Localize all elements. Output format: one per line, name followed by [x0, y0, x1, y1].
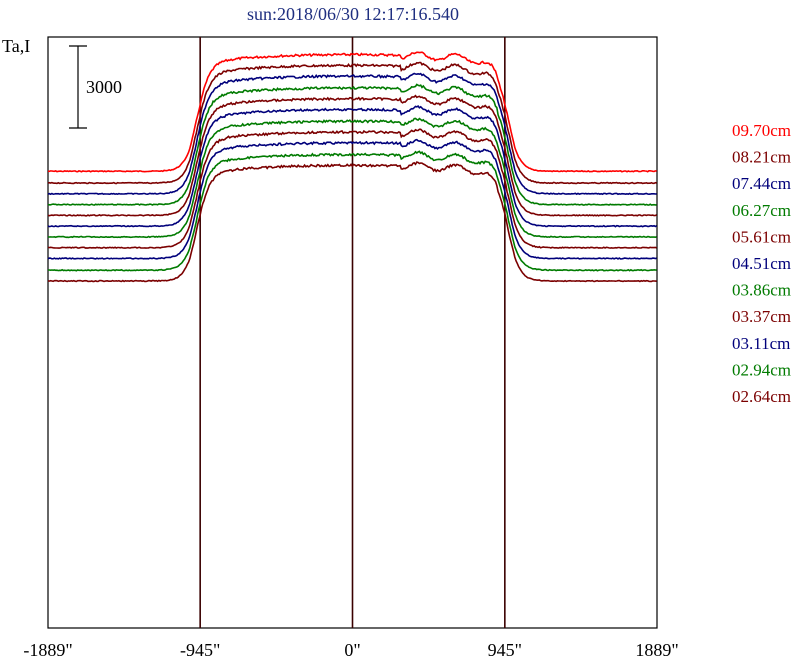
x-tick-label-1: -945"	[180, 640, 220, 660]
x-tick-label-2: 0"	[344, 640, 360, 660]
series-line-06.27cm	[47, 83, 657, 206]
legend-entry-05.61cm: 05.61cm	[732, 227, 791, 246]
series-line-03.37cm	[47, 128, 657, 249]
scale-bar-label: 3000	[86, 77, 122, 97]
series-line-03.11cm	[47, 138, 657, 260]
legend-entry-03.86cm: 03.86cm	[732, 281, 791, 300]
legend: 09.70cm 08.21cm 07.44cm 06.27cm 05.61cm 04.51…	[732, 121, 791, 406]
series-line-09.70cm	[48, 51, 657, 173]
series-group	[47, 51, 658, 283]
series-line-04.51cm	[47, 105, 658, 228]
series-line-03.86cm	[47, 117, 657, 239]
chart-title: sun:2018/06/30 12:17:16.540	[247, 4, 459, 24]
x-tick-label-4: 1889"	[635, 640, 678, 660]
series-line-02.94cm	[48, 150, 657, 272]
legend-entry-03.37cm: 03.37cm	[732, 307, 791, 326]
x-tick-label-3: 945"	[488, 640, 522, 660]
series-line-05.61cm	[47, 94, 658, 217]
legend-entry-09.70cm: 09.70cm	[732, 121, 791, 140]
scale-bar: 3000	[69, 45, 122, 129]
series-line-08.21cm	[47, 61, 657, 185]
series-line-02.64cm	[47, 161, 657, 283]
legend-entry-02.94cm: 02.94cm	[732, 360, 791, 379]
x-tick-labels: -1889" -945" 0" 945" 1889"	[23, 640, 678, 660]
legend-entry-07.44cm: 07.44cm	[732, 174, 791, 193]
x-tick-label-0: -1889"	[23, 640, 72, 660]
legend-entry-03.11cm: 03.11cm	[732, 334, 790, 353]
legend-entry-04.51cm: 04.51cm	[732, 254, 791, 273]
legend-entry-06.27cm: 06.27cm	[732, 201, 791, 220]
series-line-07.44cm	[47, 72, 657, 196]
y-axis-label: Ta,I	[2, 36, 30, 56]
legend-entry-02.64cm: 02.64cm	[732, 387, 791, 406]
legend-entry-08.21cm: 08.21cm	[732, 148, 791, 167]
